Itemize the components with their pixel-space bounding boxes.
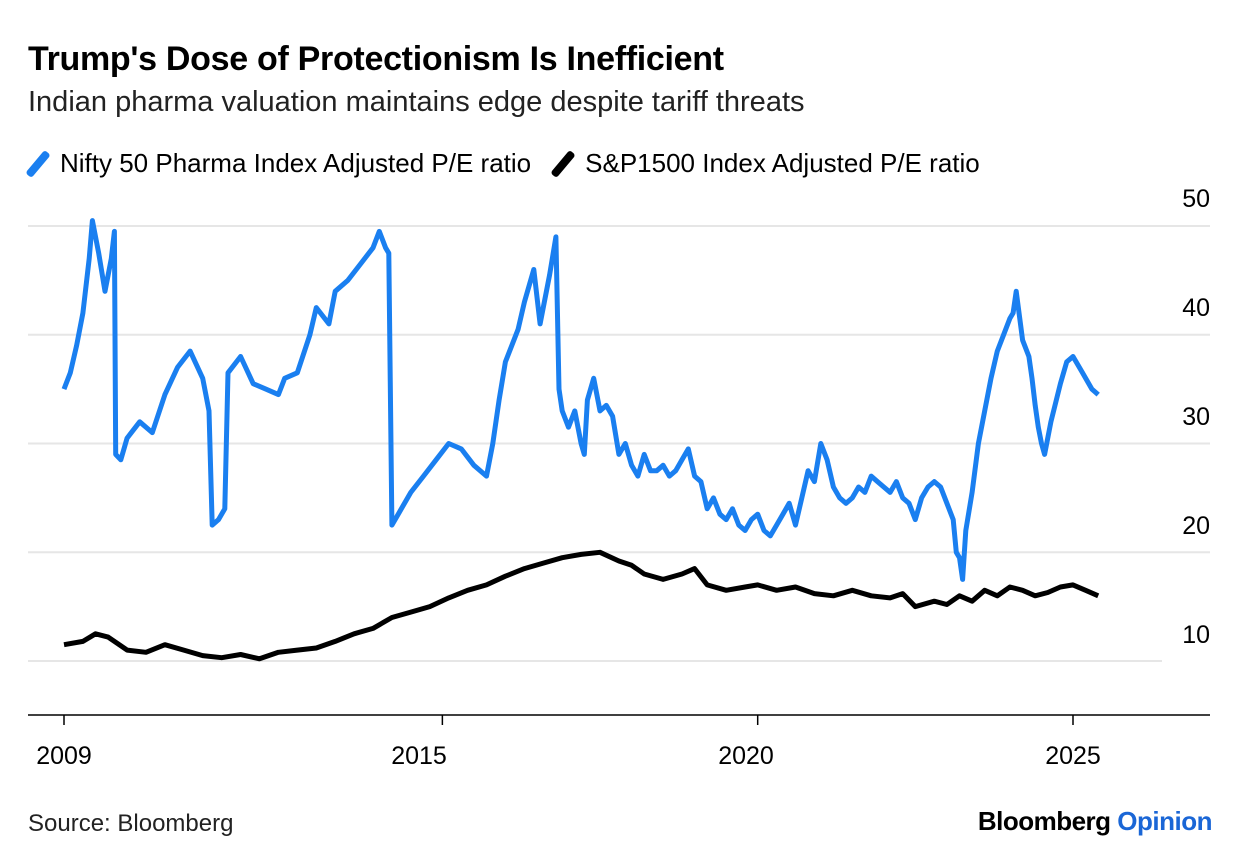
legend-label-sp1500: S&P1500 Index Adjusted P/E ratio <box>585 148 980 178</box>
y-tick-30: 30 <box>1182 403 1210 431</box>
x-tick-2025: 2025 <box>1045 742 1101 770</box>
x-axis-ticks <box>63 715 1074 725</box>
x-tick-2009: 2009 <box>36 742 92 770</box>
gridlines <box>28 225 1210 662</box>
chart-title: Trump's Dose of Protectionism Is Ineffic… <box>28 40 724 78</box>
brand-accent: Opinion <box>1117 806 1212 836</box>
y-tick-10: 10 <box>1182 621 1210 649</box>
x-tick-2020: 2020 <box>718 742 774 770</box>
y-tick-50: 50 <box>1182 185 1210 213</box>
series-line-sp1500 <box>63 549 1100 662</box>
y-axis-labels: 50 40 30 20 10 <box>1182 185 1210 649</box>
series-line-pharma <box>61 218 1100 582</box>
chart-subtitle: Indian pharma valuation maintains edge d… <box>28 86 805 118</box>
legend-label-pharma: Nifty 50 Pharma Index Adjusted P/E ratio <box>60 148 532 178</box>
legend: Nifty 50 Pharma Index Adjusted P/E ratio… <box>25 148 1002 179</box>
y-tick-40: 40 <box>1182 294 1210 322</box>
x-tick-2015: 2015 <box>391 742 447 770</box>
legend-item-sp1500: S&P1500 Index Adjusted P/E ratio <box>550 148 980 179</box>
x-axis-labels: 2009 2015 2020 2025 <box>36 742 1101 770</box>
y-tick-20: 20 <box>1182 512 1210 540</box>
source-note: Source: Bloomberg <box>28 810 234 837</box>
legend-item-pharma: Nifty 50 Pharma Index Adjusted P/E ratio <box>25 148 532 179</box>
brand-main: Bloomberg <box>977 806 1111 836</box>
brand-logo: Bloomberg Opinion <box>977 806 1213 837</box>
